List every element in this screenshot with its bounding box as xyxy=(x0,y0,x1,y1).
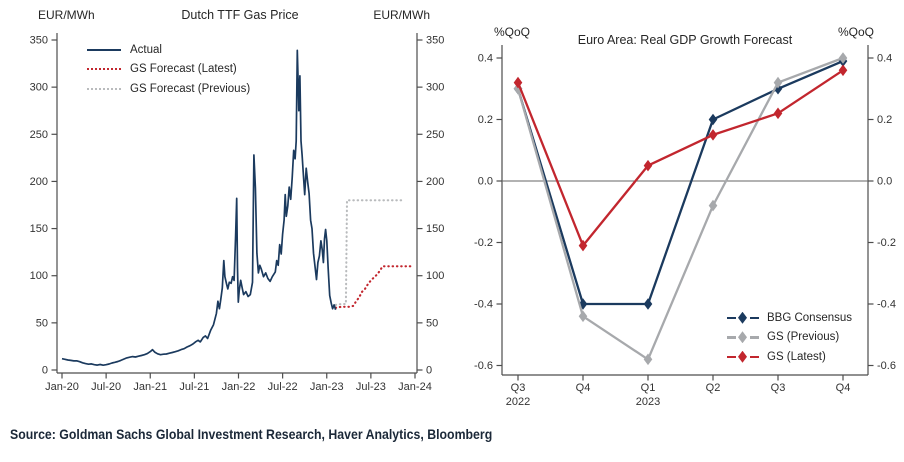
x-tick-year-label: 2023 xyxy=(636,396,660,408)
x-tick-label: Jul-21 xyxy=(179,381,209,393)
y-tick-label: 250 xyxy=(30,129,48,141)
legend-label: GS Forecast (Latest) xyxy=(130,63,237,76)
y-tick-label: 0.2 xyxy=(478,114,493,126)
y-tick-label: -0.4 xyxy=(474,299,493,311)
y-tick-label: 200 xyxy=(30,176,48,188)
forecast-latest-line-sample xyxy=(87,68,121,71)
marker-diamond-gs-latest- xyxy=(513,76,523,89)
series-line-gs-forecast-latest- xyxy=(334,265,414,309)
x-tick-label: Jan-24 xyxy=(398,381,432,393)
left-chart-unit-left: EUR/MWh xyxy=(38,8,95,22)
y-tick-label: 100 xyxy=(30,270,48,282)
legend-item-bbg-consensus: BBG Consensus xyxy=(727,308,852,328)
y-tick-label: 200 xyxy=(426,176,444,188)
marker-diamond-gs-previous- xyxy=(643,353,653,366)
marker-diamond-gs-latest- xyxy=(773,107,783,120)
legend-item-actual: Actual xyxy=(87,40,250,60)
legend-item-gs-latest: GS (Latest) xyxy=(727,347,852,367)
series-line-gs-forecast-previous- xyxy=(334,199,403,306)
x-tick-label: Jan-21 xyxy=(133,381,167,393)
y-tick-label: 0.0 xyxy=(478,176,493,188)
legend-item-gs-forecast-latest: GS Forecast (Latest) xyxy=(87,60,250,80)
y-tick-label: 150 xyxy=(30,223,48,235)
left-chart-legend: Actual GS Forecast (Latest) GS Forecast … xyxy=(87,40,250,99)
marker-diamond-gs-previous- xyxy=(708,199,718,212)
x-tick-label: Q2 xyxy=(706,382,721,394)
legend-label: GS (Previous) xyxy=(767,331,840,344)
x-tick-label: Q1 xyxy=(641,382,656,394)
y-tick-label: 350 xyxy=(426,35,444,47)
y-tick-label: -0.6 xyxy=(877,360,896,372)
y-tick-label: 350 xyxy=(30,35,48,47)
legend-label: GS (Latest) xyxy=(767,350,826,363)
x-tick-label: Jul-22 xyxy=(268,381,298,393)
x-tick-label: Jul-20 xyxy=(91,381,121,393)
right-chart-unit-left: %QoQ xyxy=(494,25,531,39)
left-chart-title: Dutch TTF Gas Price xyxy=(181,8,299,22)
marker-diamond-gs-latest- xyxy=(708,129,718,141)
y-tick-label: 0.4 xyxy=(478,53,493,65)
x-tick-label: Jan-22 xyxy=(222,381,256,393)
legend-item-gs-forecast-previous: GS Forecast (Previous) xyxy=(87,79,250,99)
y-tick-label: -0.4 xyxy=(877,299,896,311)
bbg-consensus-marker-sample xyxy=(727,311,759,324)
x-tick-label: Q4 xyxy=(836,382,851,394)
marker-diamond-bbg-consensus xyxy=(643,298,653,310)
y-tick-label: 0 xyxy=(42,365,48,377)
marker-diamond-bbg-consensus xyxy=(708,113,718,126)
gs-previous-marker-sample xyxy=(727,331,759,344)
marker-diamond-gs-previous- xyxy=(773,76,783,89)
y-tick-label: -0.6 xyxy=(474,360,493,372)
y-tick-label: 100 xyxy=(426,270,444,282)
marker-diamond-bbg-consensus xyxy=(578,298,588,310)
series-line-gs-latest- xyxy=(516,69,844,247)
marker-diamond-gs-latest- xyxy=(643,159,653,172)
source-text: Source: Goldman Sachs Global Investment … xyxy=(10,426,493,442)
series-line-bbg-consensus xyxy=(516,60,844,306)
y-tick-label: 0.4 xyxy=(877,53,892,65)
legend-label: GS Forecast (Previous) xyxy=(130,82,251,95)
marker-diamond-gs-latest- xyxy=(578,239,588,252)
gs-latest-marker-sample xyxy=(727,350,759,363)
y-tick-label: 300 xyxy=(30,82,48,94)
marker-diamond-gs-previous- xyxy=(838,52,848,64)
y-tick-label: -0.2 xyxy=(877,237,896,249)
y-tick-label: 50 xyxy=(36,317,48,329)
y-tick-label: 150 xyxy=(426,223,444,235)
x-tick-year-label: 2022 xyxy=(506,396,530,408)
y-tick-label: 250 xyxy=(426,129,444,141)
x-tick-label: Jan-23 xyxy=(310,381,344,393)
actual-line-sample xyxy=(87,48,121,51)
y-tick-label: 300 xyxy=(426,82,444,94)
x-tick-label: Q3 xyxy=(511,382,526,394)
x-tick-label: Q3 xyxy=(771,382,786,394)
x-tick-label: Jul-23 xyxy=(356,381,386,393)
marker-diamond-bbg-consensus xyxy=(773,82,783,95)
marker-diamond-gs-previous- xyxy=(513,82,523,95)
series-line-actual xyxy=(61,49,337,367)
y-tick-label: 0.2 xyxy=(877,114,892,126)
y-tick-label: 0.0 xyxy=(877,176,892,188)
marker-diamond-gs-previous- xyxy=(578,310,588,323)
y-tick-label: 0 xyxy=(426,365,432,377)
marker-diamond-gs-latest- xyxy=(838,64,848,77)
y-tick-label: 50 xyxy=(426,317,438,329)
legend-label: BBG Consensus xyxy=(767,311,853,324)
y-tick-label: -0.2 xyxy=(474,237,493,249)
legend-item-gs-previous: GS (Previous) xyxy=(727,328,852,348)
left-chart-unit-right: EUR/MWh xyxy=(373,8,430,22)
legend-label: Actual xyxy=(130,43,162,56)
right-chart-unit-right: %QoQ xyxy=(837,25,874,39)
forecast-previous-line-sample xyxy=(87,87,121,90)
x-tick-label: Q4 xyxy=(576,382,591,394)
series-line-gs-previous- xyxy=(516,56,844,361)
right-chart-title: Euro Area: Real GDP Growth Forecast xyxy=(577,33,793,47)
right-chart-legend: BBG Consensus GS (Previous) GS (Latest) xyxy=(727,308,852,367)
x-tick-label: Jan-20 xyxy=(45,381,79,393)
